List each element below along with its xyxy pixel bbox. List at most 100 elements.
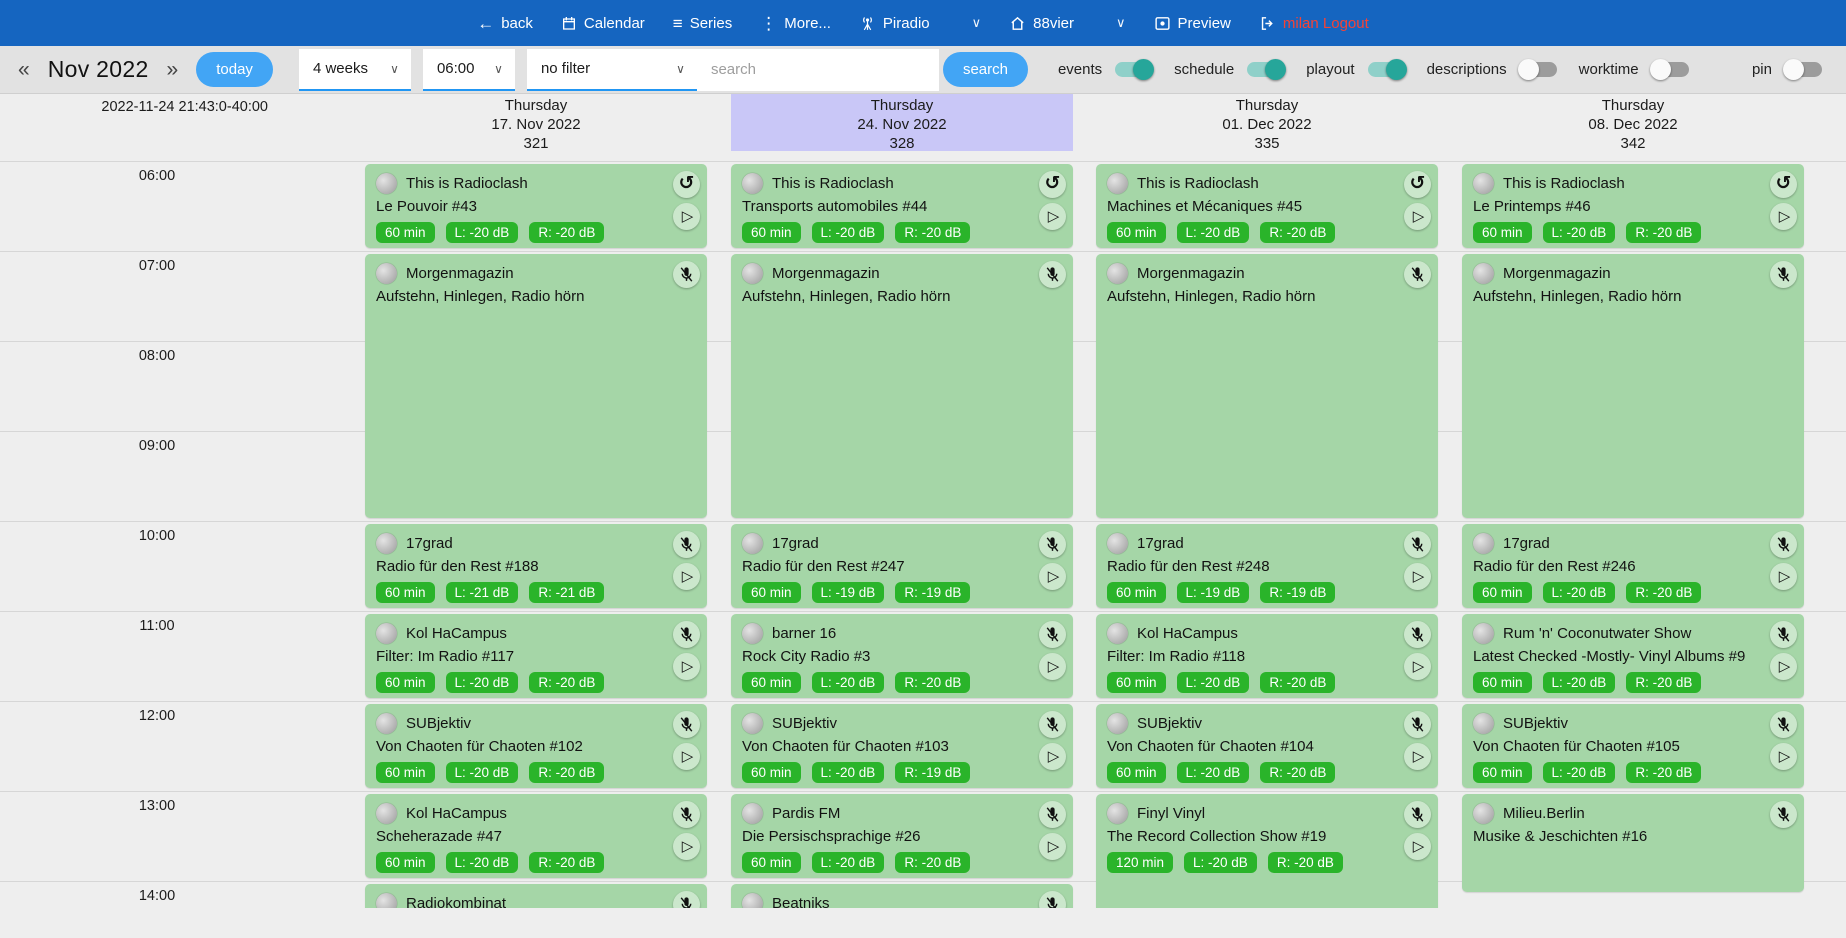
worktime-toggle[interactable]: worktime [1579,59,1689,80]
mic-off-icon[interactable] [1039,531,1066,558]
play-button[interactable]: ▷ [1039,743,1066,770]
nav-more[interactable]: ⋮ More... [760,13,831,33]
event-card[interactable]: ▷ barner 16 Rock City Radio #3 60 min L: -20… [731,614,1073,698]
day-column-header[interactable]: Thursday 01. Dec 2022 335 [1096,94,1438,152]
mic-off-icon[interactable] [1770,531,1797,558]
play-button[interactable]: ▷ [1404,203,1431,230]
replay-icon[interactable]: ↺ [1404,171,1431,198]
channel-dropdown-chevron-icon[interactable]: ∨ [1116,15,1126,30]
pin-switch[interactable] [1783,59,1822,80]
mic-off-icon[interactable] [673,621,700,648]
playout-switch[interactable] [1367,59,1407,80]
nav-preview[interactable]: Preview [1154,15,1231,32]
event-card[interactable]: ▷ SUBjektiv Von Chaoten für Chaoten #104 60… [1096,704,1438,788]
mic-off-icon[interactable] [1770,801,1797,828]
play-button[interactable]: ▷ [1404,833,1431,860]
play-button[interactable]: ▷ [673,743,700,770]
schedule-toggle[interactable]: schedule [1174,59,1287,80]
play-button[interactable]: ▷ [1404,653,1431,680]
event-card[interactable]: ↺ ▷ This is Radioclash Transports automobil… [731,164,1073,248]
event-card[interactable]: ↺ ▷ This is Radioclash Le Pouvoir #43 60 min… [365,164,707,248]
nav-channel-88vier[interactable]: 88vier [1009,15,1074,32]
play-button[interactable]: ▷ [1404,743,1431,770]
mic-off-icon[interactable] [1404,261,1431,288]
prev-month-button[interactable]: « [18,57,30,81]
start-time-select[interactable]: 06:00 ∨ [422,48,515,91]
play-button[interactable]: ▷ [1039,203,1066,230]
event-card[interactable]: ▷ SUBjektiv Von Chaoten für Chaoten #103 60… [731,704,1073,788]
mic-off-icon[interactable] [673,801,700,828]
play-button[interactable]: ▷ [673,563,700,590]
event-card[interactable]: Radiokombinat [365,884,707,908]
mic-off-icon[interactable] [1039,801,1066,828]
event-card[interactable]: ▷ SUBjektiv Von Chaoten für Chaoten #102 60… [365,704,707,788]
day-column-header[interactable]: Thursday 08. Dec 2022 342 [1462,94,1804,152]
play-button[interactable]: ▷ [1770,743,1797,770]
event-card[interactable]: Morgenmagazin Aufstehn, Hinlegen, Radio h… [1462,254,1804,518]
events-toggle[interactable]: events [1058,59,1155,80]
mic-off-icon[interactable] [1039,621,1066,648]
day-column-header[interactable]: Thursday 24. Nov 2022 328 [731,94,1073,152]
nav-series[interactable]: ≡ Series [672,13,733,33]
today-button[interactable]: today [196,52,273,87]
mic-off-icon[interactable] [1770,261,1797,288]
event-card[interactable]: ▷ Pardis FM Die Persischsprachige #26 60 mi… [731,794,1073,878]
play-button[interactable]: ▷ [673,833,700,860]
mic-off-icon[interactable] [1039,711,1066,738]
descriptions-toggle[interactable]: descriptions [1427,59,1557,80]
play-button[interactable]: ▷ [1039,563,1066,590]
filter-select[interactable]: no filter ∨ [526,48,697,91]
back-button[interactable]: ← back [477,13,533,33]
event-card[interactable]: ▷ 17grad Radio für den Rest #248 60 min L: -… [1096,524,1438,608]
event-card[interactable]: ↺ ▷ This is Radioclash Machines et Mécaniqu… [1096,164,1438,248]
search-button[interactable]: search [942,52,1028,87]
search-input[interactable] [696,48,939,91]
replay-icon[interactable]: ↺ [1770,171,1797,198]
mic-off-icon[interactable] [1770,621,1797,648]
mic-off-icon[interactable] [673,261,700,288]
nav-calendar[interactable]: Calendar [561,15,645,32]
playout-toggle[interactable]: playout [1306,59,1407,80]
event-card[interactable]: ▷ Finyl Vinyl The Record Collection Show #… [1096,794,1438,908]
mic-off-icon[interactable] [1770,711,1797,738]
mic-off-icon[interactable] [1039,261,1066,288]
logout-button[interactable]: milan Logout [1259,15,1369,32]
next-month-button[interactable]: » [166,57,179,81]
mic-off-icon[interactable] [1404,621,1431,648]
piradio-dropdown-chevron-icon[interactable]: ∨ [971,15,982,30]
play-button[interactable]: ▷ [1039,653,1066,680]
replay-icon[interactable]: ↺ [1039,171,1066,198]
play-button[interactable]: ▷ [1770,653,1797,680]
play-button[interactable]: ▷ [673,653,700,680]
descriptions-switch[interactable] [1517,59,1557,80]
play-button[interactable]: ▷ [1404,563,1431,590]
mic-off-icon[interactable] [1404,531,1431,558]
event-card[interactable]: ▷ Kol HaCampus Filter: Im Radio #117 60 min… [365,614,707,698]
mic-off-icon[interactable] [1039,891,1066,908]
event-card[interactable]: ▷ Rum 'n' Coconutwater Show Latest Checked… [1462,614,1804,698]
event-card[interactable]: Milieu.Berlin Musike & Jeschichten #16 [1462,794,1804,892]
event-card[interactable]: Morgenmagazin Aufstehn, Hinlegen, Radio h… [365,254,707,518]
event-card[interactable]: Morgenmagazin Aufstehn, Hinlegen, Radio h… [731,254,1073,518]
mic-off-icon[interactable] [673,891,700,908]
event-card[interactable]: ▷ Kol HaCampus Filter: Im Radio #118 60 min… [1096,614,1438,698]
play-button[interactable]: ▷ [673,203,700,230]
events-switch[interactable] [1115,59,1155,80]
play-button[interactable]: ▷ [1770,203,1797,230]
pin-toggle[interactable]: pin [1752,59,1822,80]
mic-off-icon[interactable] [673,711,700,738]
worktime-switch[interactable] [1649,59,1689,80]
mic-off-icon[interactable] [1404,711,1431,738]
day-column-header[interactable]: Thursday 17. Nov 2022 321 [365,94,707,152]
event-card[interactable]: ▷ 17grad Radio für den Rest #188 60 min L: -… [365,524,707,608]
event-card[interactable]: ↺ ▷ This is Radioclash Le Printemps #46 60 m… [1462,164,1804,248]
range-select[interactable]: 4 weeks ∨ [298,48,411,91]
event-card[interactable]: Beatniks [731,884,1073,908]
nav-station-piradio[interactable]: Piradio [859,15,930,32]
mic-off-icon[interactable] [673,531,700,558]
event-card[interactable]: ▷ 17grad Radio für den Rest #247 60 min L: -… [731,524,1073,608]
play-button[interactable]: ▷ [1039,833,1066,860]
replay-icon[interactable]: ↺ [673,171,700,198]
schedule-switch[interactable] [1247,59,1287,80]
mic-off-icon[interactable] [1404,801,1431,828]
